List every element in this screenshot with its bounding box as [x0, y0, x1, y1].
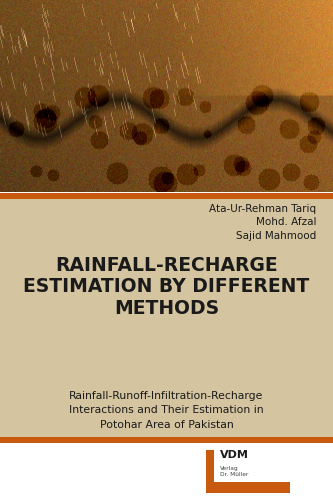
Text: Ata-Ur-Rehman Tariq
Mohd. Afzal
Sajid Mahmood: Ata-Ur-Rehman Tariq Mohd. Afzal Sajid Ma…: [209, 204, 316, 240]
Bar: [0, 198, 333, 436]
Bar: [206, 482, 290, 492]
Bar: [0, 192, 333, 198]
Text: Rainfall-Runoff-Infiltration-Recharge
Interactions and Their Estimation in
Potoh: Rainfall-Runoff-Infiltration-Recharge In…: [69, 391, 264, 430]
Text: VDM: VDM: [220, 450, 249, 460]
Bar: [0, 436, 333, 442]
Text: RAINFALL-RECHARGE
ESTIMATION BY DIFFERENT
METHODS: RAINFALL-RECHARGE ESTIMATION BY DIFFEREN…: [23, 256, 310, 318]
Text: Verlag
Dr. Müller: Verlag Dr. Müller: [220, 466, 248, 477]
Bar: [206, 450, 214, 492]
Bar: [0, 436, 333, 500]
